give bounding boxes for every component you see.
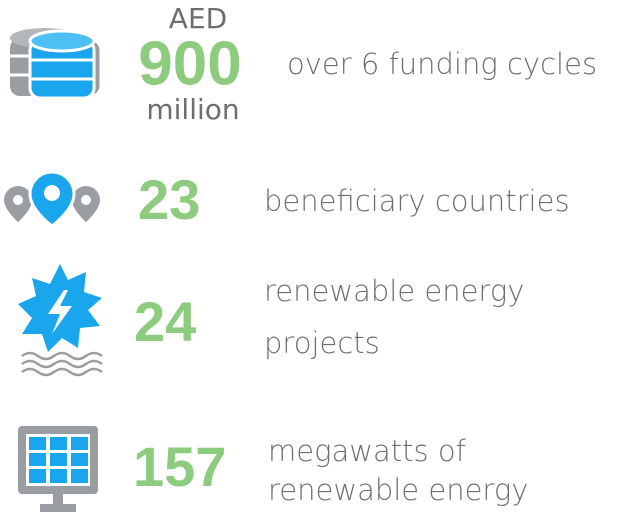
number: 157 [133,435,226,498]
database-icon [10,28,103,100]
suffix: million [146,93,239,126]
number: 24 [134,290,196,353]
solar-panel-icon [18,426,98,512]
energy-icon [18,264,103,377]
description: projects [264,326,380,360]
prefix: AED [169,2,227,35]
description: renewable energy [264,274,524,308]
description: over 6 funding cycles [287,47,597,81]
number: 23 [138,168,200,231]
description: renewable energy [268,473,528,507]
description: beneficiary countries [264,184,570,218]
pins-icon [4,170,100,228]
description: megawatts of [268,434,467,468]
number: 900 [138,29,241,98]
